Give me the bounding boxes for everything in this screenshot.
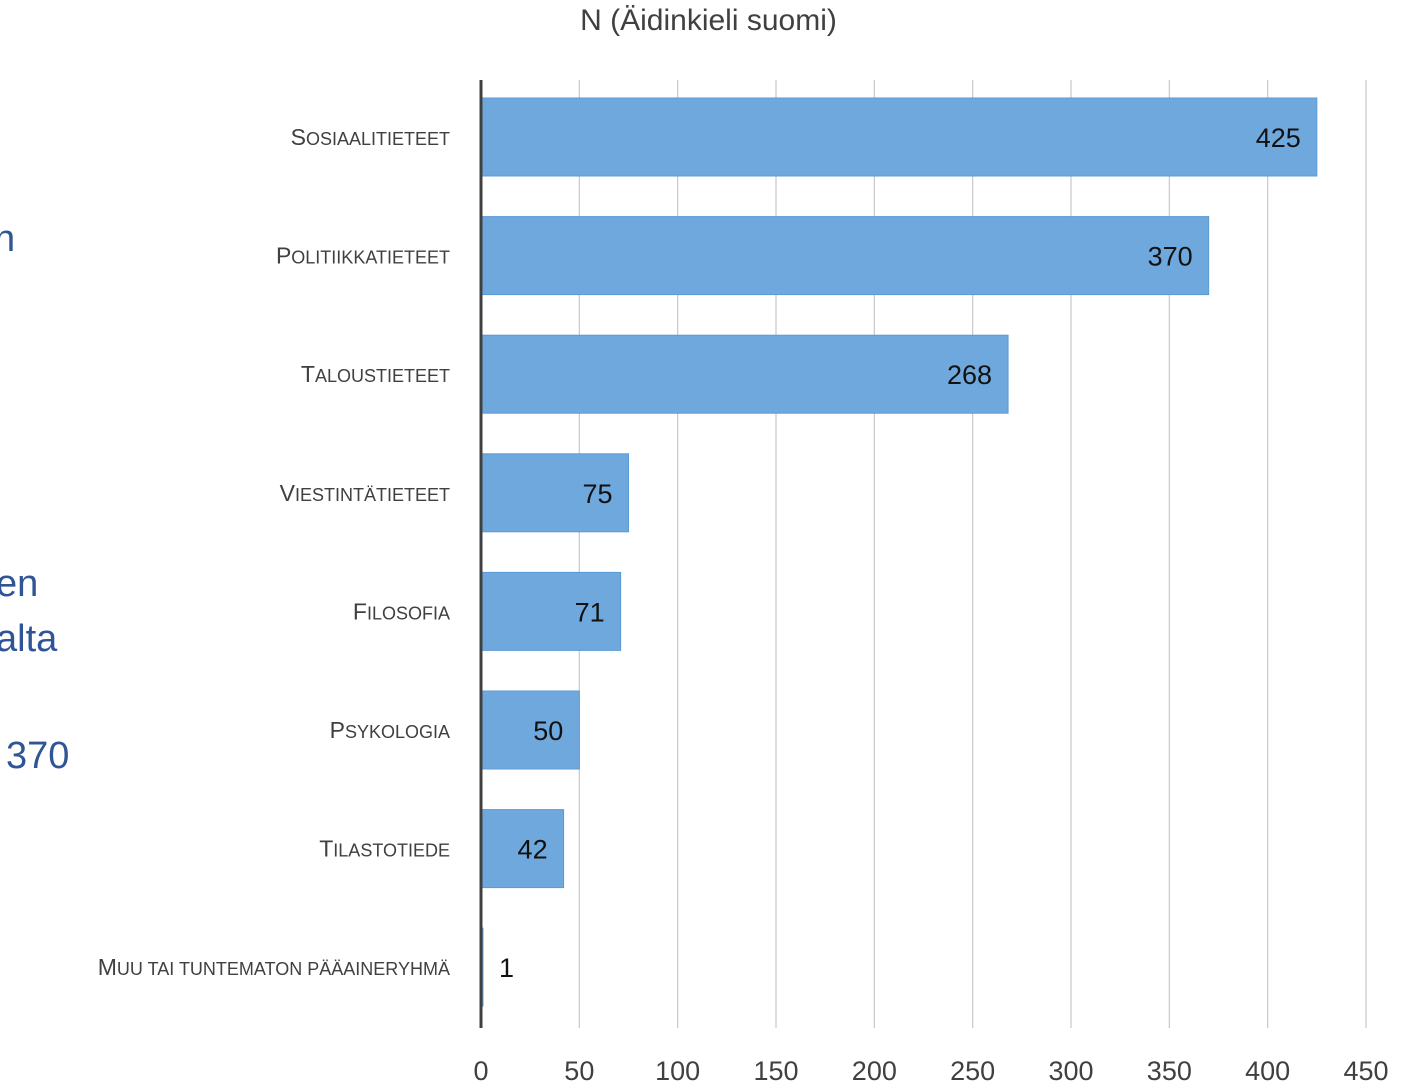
- category-label: SOSIAALITIETEET: [291, 124, 450, 150]
- side-text-fragment: en: [0, 563, 39, 605]
- bar: [480, 809, 565, 889]
- category-label: TILASTOTIEDE: [319, 836, 450, 862]
- x-tick-label: 350: [1147, 1056, 1192, 1084]
- x-tick-label: 300: [1048, 1056, 1093, 1084]
- bar-value-label: 50: [533, 716, 563, 746]
- bar-value-label: 75: [582, 479, 612, 509]
- category-label: PSYKOLOGIA: [330, 717, 450, 743]
- category-label: TALOUSTIETEET: [301, 361, 450, 387]
- x-tick-label: 200: [852, 1056, 897, 1084]
- chart-title-text: N (Äidinkieli suomi): [580, 4, 837, 37]
- bar: [480, 216, 1210, 296]
- bar: [480, 97, 1318, 177]
- x-tick-label: 0: [473, 1056, 488, 1084]
- chart-title: N (Äidinkieli suomi): [0, 4, 1417, 38]
- bar: [480, 453, 629, 533]
- x-tick-label: 450: [1343, 1056, 1388, 1084]
- category-label: POLITIIKKATIETEET: [276, 243, 450, 269]
- bar-value-label: 71: [575, 597, 605, 627]
- side-text-fragment: alta: [0, 618, 58, 660]
- x-tick-label: 50: [564, 1056, 594, 1084]
- x-tick-label: 150: [753, 1056, 798, 1084]
- bar-value-label: 268: [947, 360, 992, 390]
- x-tick-label: 100: [655, 1056, 700, 1084]
- side-text-fragment: n: [0, 218, 16, 260]
- bar-value-label: 1: [499, 953, 514, 983]
- labels: 0 50 100 150 200 250 300 350 400 450425SOSIAALITI…: [98, 123, 1389, 1084]
- bar: [480, 690, 580, 770]
- side-text-fragment: 370: [6, 735, 70, 777]
- category-label: VIESTINTÄTIETEET: [280, 480, 450, 506]
- bar-value-label: 370: [1148, 242, 1193, 272]
- category-label: MUU TAI TUNTEMATON PÄÄAINERYHMÄ: [98, 954, 450, 980]
- category-label: FILOSOFIA: [353, 598, 450, 624]
- bar-value-label: 42: [518, 835, 548, 865]
- x-tick-label: 250: [950, 1056, 995, 1084]
- bar-value-label: 425: [1256, 123, 1301, 153]
- bar: [480, 334, 1009, 414]
- bars: [480, 97, 1318, 1007]
- side-text-fragment: .: [0, 278, 1, 321]
- x-tick-label: 400: [1245, 1056, 1290, 1084]
